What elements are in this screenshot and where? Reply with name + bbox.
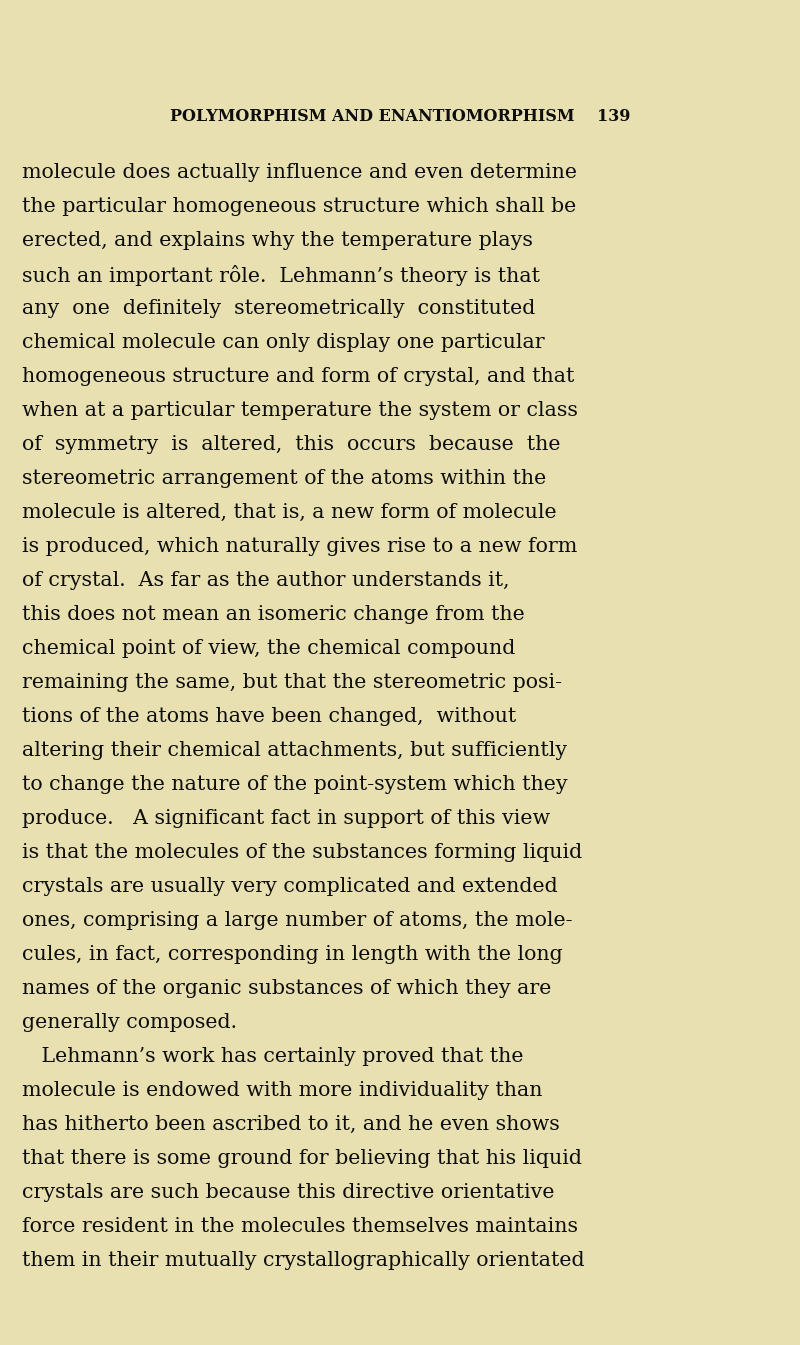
Text: to change the nature of the point-system which they: to change the nature of the point-system…: [22, 775, 568, 794]
Text: generally composed.: generally composed.: [22, 1013, 237, 1032]
Text: chemical point of view, the chemical compound: chemical point of view, the chemical com…: [22, 639, 515, 658]
Text: crystals are such because this directive orientative: crystals are such because this directive…: [22, 1184, 554, 1202]
Text: produce.   A significant fact in support of this view: produce. A significant fact in support o…: [22, 808, 550, 829]
Text: ones, comprising a large number of atoms, the mole-: ones, comprising a large number of atoms…: [22, 911, 573, 929]
Text: this does not mean an isomeric change from the: this does not mean an isomeric change fr…: [22, 605, 525, 624]
Text: stereometric arrangement of the atoms within the: stereometric arrangement of the atoms wi…: [22, 469, 546, 488]
Text: them in their mutually crystallographically orientated: them in their mutually crystallographica…: [22, 1251, 585, 1270]
Text: has hitherto been ascribed to it, and he even shows: has hitherto been ascribed to it, and he…: [22, 1115, 560, 1134]
Text: of crystal.  As far as the author understands it,: of crystal. As far as the author underst…: [22, 572, 510, 590]
Text: the particular homogeneous structure which shall be: the particular homogeneous structure whi…: [22, 196, 576, 217]
Text: such an important rôle.  Lehmann’s theory is that: such an important rôle. Lehmann’s theory…: [22, 265, 540, 286]
Text: erected, and explains why the temperature plays: erected, and explains why the temperatur…: [22, 231, 533, 250]
Text: force resident in the molecules themselves maintains: force resident in the molecules themselv…: [22, 1217, 578, 1236]
Text: names of the organic substances of which they are: names of the organic substances of which…: [22, 979, 551, 998]
Text: is produced, which naturally gives rise to a new form: is produced, which naturally gives rise …: [22, 537, 578, 555]
Text: of  symmetry  is  altered,  this  occurs  because  the: of symmetry is altered, this occurs beca…: [22, 434, 561, 455]
Text: any  one  definitely  stereometrically  constituted: any one definitely stereometrically cons…: [22, 299, 535, 317]
Text: POLYMORPHISM AND ENANTIOMORPHISM    139: POLYMORPHISM AND ENANTIOMORPHISM 139: [170, 108, 630, 125]
Text: molecule does actually influence and even determine: molecule does actually influence and eve…: [22, 163, 577, 182]
Text: crystals are usually very complicated and extended: crystals are usually very complicated an…: [22, 877, 558, 896]
Text: cules, in fact, corresponding in length with the long: cules, in fact, corresponding in length …: [22, 946, 562, 964]
Text: is that the molecules of the substances forming liquid: is that the molecules of the substances …: [22, 843, 582, 862]
Text: homogeneous structure and form of crystal, and that: homogeneous structure and form of crysta…: [22, 367, 574, 386]
Text: tions of the atoms have been changed,  without: tions of the atoms have been changed, wi…: [22, 707, 516, 726]
Text: molecule is endowed with more individuality than: molecule is endowed with more individual…: [22, 1081, 542, 1100]
Text: chemical molecule can only display one particular: chemical molecule can only display one p…: [22, 334, 545, 352]
Text: that there is some ground for believing that his liquid: that there is some ground for believing …: [22, 1149, 582, 1167]
Text: remaining the same, but that the stereometric posi-: remaining the same, but that the stereom…: [22, 672, 562, 691]
Text: molecule is altered, that is, a new form of molecule: molecule is altered, that is, a new form…: [22, 503, 557, 522]
Text: altering their chemical attachments, but sufficiently: altering their chemical attachments, but…: [22, 741, 567, 760]
Text: Lehmann’s work has certainly proved that the: Lehmann’s work has certainly proved that…: [22, 1046, 523, 1067]
Text: when at a particular temperature the system or class: when at a particular temperature the sys…: [22, 401, 578, 420]
